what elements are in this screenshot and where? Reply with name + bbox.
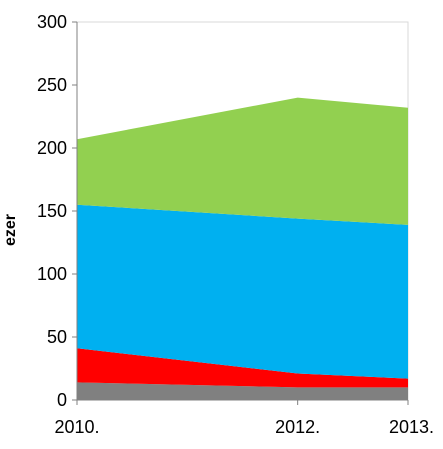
x-tick-labels: 2010. 2012. 2013. — [54, 400, 434, 437]
y-tick-label: 0 — [57, 390, 67, 410]
y-axis-title: ezer — [2, 214, 19, 246]
series-areas — [77, 97, 408, 400]
series-area-1 — [77, 382, 408, 400]
x-tick-label: 2013. — [389, 417, 434, 437]
y-tick-label: 150 — [37, 201, 67, 221]
series-area-3 — [77, 204, 408, 379]
y-tick-label: 200 — [37, 138, 67, 158]
series-area-4 — [77, 97, 408, 225]
x-tick-label: 2010. — [54, 417, 99, 437]
y-tick-label: 250 — [37, 75, 67, 95]
y-tick-labels: 0 50 100 150 200 250 300 — [37, 12, 77, 410]
y-tick-label: 50 — [47, 327, 67, 347]
x-tick-label: 2012. — [275, 417, 320, 437]
y-tick-label: 300 — [37, 12, 67, 32]
series-area-2 — [77, 348, 408, 388]
y-tick-label: 100 — [37, 264, 67, 284]
